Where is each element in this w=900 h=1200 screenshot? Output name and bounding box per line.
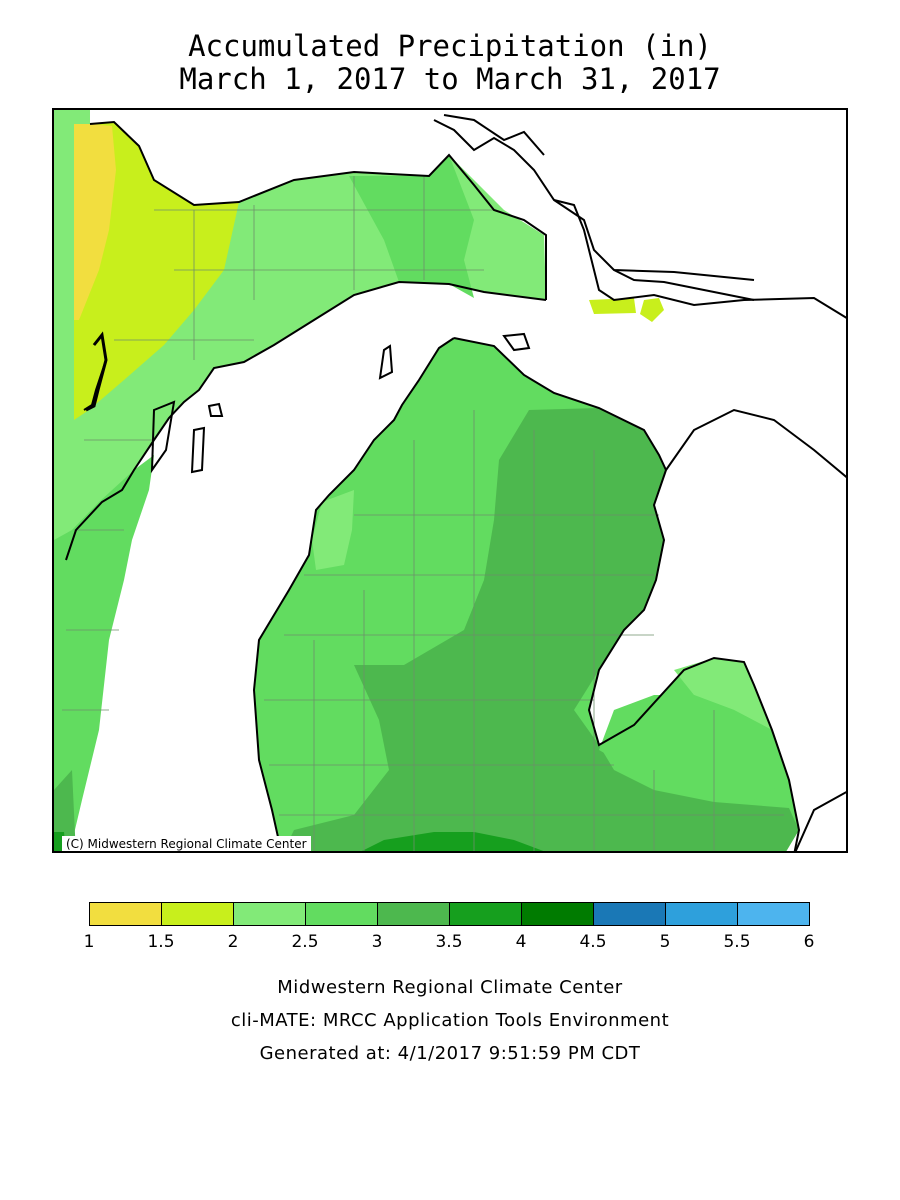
legend-tick-7: 4.5: [579, 932, 607, 952]
island-1-5: [589, 298, 636, 314]
legend-tick-5: 3.5: [435, 932, 463, 952]
legend-tick-4: 3: [371, 932, 383, 952]
footer-organization: Midwestern Regional Climate Center: [277, 977, 623, 998]
legend-swatch-0: [89, 902, 162, 926]
legend-tick-8: 5: [659, 932, 671, 952]
island-1-5-b: [640, 298, 664, 322]
legend-swatch-9: [737, 902, 810, 926]
precipitation-map: (C) Midwestern Regional Climate Center: [52, 108, 848, 853]
map-title: Accumulated Precipitation (in): [188, 29, 712, 63]
map-copyright: (C) Midwestern Regional Climate Center: [62, 836, 311, 851]
lp-north-2-zone: [439, 338, 554, 435]
legend-tick-10: 6: [803, 932, 815, 952]
legend-color-bar: [89, 902, 810, 926]
county-lines: [62, 176, 784, 851]
legend-tick-1: 1.5: [147, 932, 175, 952]
footer-application: cli-MATE: MRCC Application Tools Environ…: [230, 1010, 670, 1031]
legend-tick-2: 2: [227, 932, 239, 952]
legend-tick-6: 4: [515, 932, 527, 952]
wisconsin-strip-lower: [54, 770, 76, 851]
map-svg: [54, 110, 846, 851]
thumb-2-5-zone: [599, 695, 789, 800]
legend-swatch-6: [521, 902, 594, 926]
legend-swatch-5: [449, 902, 522, 926]
map-date-range: March 1, 2017 to March 31, 2017: [179, 62, 721, 96]
legend-swatch-3: [305, 902, 378, 926]
lp-west-coast-2-zone: [312, 490, 354, 570]
legend-swatch-7: [593, 902, 666, 926]
legend-tick-9: 5.5: [723, 932, 751, 952]
legend-tick-3: 2.5: [291, 932, 319, 952]
up-2-5-zone: [349, 155, 474, 298]
state-border: [85, 331, 108, 412]
coastlines: [65, 114, 846, 851]
footer-timestamp: Generated at: 4/1/2017 9:51:59 PM CDT: [259, 1043, 641, 1064]
legend-swatch-8: [665, 902, 738, 926]
legend-swatch-1: [161, 902, 234, 926]
south-3-5-zone: [362, 832, 544, 851]
wisconsin-strip: [54, 455, 154, 851]
western-tip-1-zone: [74, 124, 116, 320]
legend-swatch-2: [233, 902, 306, 926]
legend-tick-0: 1: [83, 932, 95, 952]
lp-3-zone: [283, 408, 799, 851]
legend-swatch-4: [377, 902, 450, 926]
thumb-2-zone: [674, 658, 772, 730]
western-up-1-5-zone: [74, 122, 239, 420]
